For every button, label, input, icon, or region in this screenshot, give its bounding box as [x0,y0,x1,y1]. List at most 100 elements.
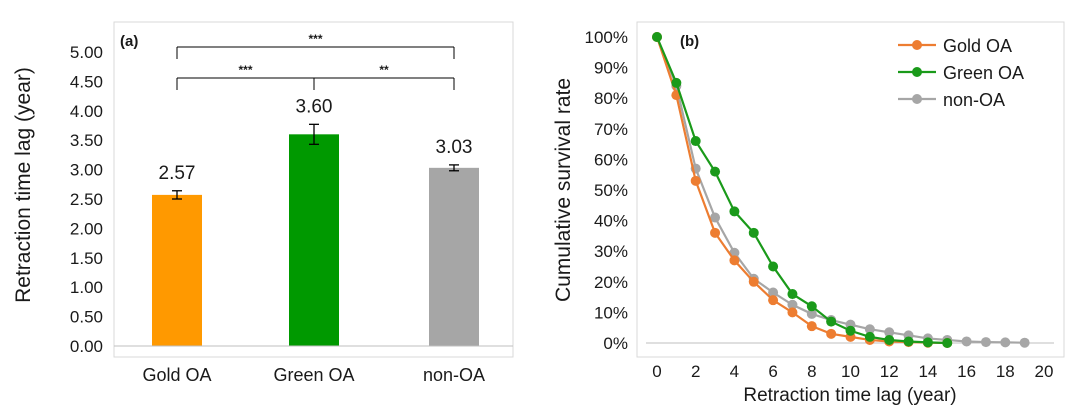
significance-label: *** [308,32,322,46]
panel-a-x-tick-label: non-OA [423,365,485,385]
panel-a-y-tick-label: 0.00 [70,337,103,356]
panel-b-y-tick-label: 0% [603,334,628,353]
panel-b-series-line [655,36,948,345]
panel-b-data-point [729,206,740,217]
panel-b-data-point [980,337,991,348]
panel-a-y-tick-label: 5.00 [70,43,103,62]
panel-b-x-tick-label: 2 [691,362,700,381]
panel-a-bar-chart: (a) 0.00 0.50 1.00 1.50 2.00 2.50 3.00 3.50 4.00… [12,21,514,385]
panel-a-y-axis-title: Retraction time lag (year) [12,67,35,303]
panel-a-y-tick-label: 0.50 [70,308,103,327]
panel-b-data-point [690,175,701,186]
panel-a-label: (a) [120,33,138,50]
legend-entry-label: non-OA [943,90,1005,110]
panel-a-significance-brackets: ****** ** [176,32,455,90]
panel-b-data-point [826,316,837,327]
panel-b-data-point [710,166,721,177]
panel-b-data-point [768,287,779,298]
panel-a-y-ticks: 0.00 0.50 1.00 1.50 2.00 2.50 3.00 3.50 4.00 4.50… [70,43,103,356]
panel-a-bar [429,167,479,346]
panel-b-data-point [884,327,895,338]
panel-b-series-line [655,36,948,345]
panel-b-data-point [768,295,779,306]
panel-b-data-point [690,136,701,147]
panel-b-data-point [748,276,759,287]
panel-b-data-point [710,227,721,238]
panel-b-data-point [1019,337,1030,348]
panel-a-bar [289,134,339,346]
panel-a-bar [152,194,202,346]
legend-entry-label: Green OA [943,63,1024,83]
panel-a-y-tick-label: 3.00 [70,161,103,180]
panel-a-y-tick-label: 1.00 [70,278,103,297]
panel-b-x-tick-label: 20 [1035,362,1054,381]
panel-b-y-tick-label: 50% [594,181,628,200]
panel-b-y-axis-title: Cumulative survival rate [552,78,575,302]
panel-b-data-point [961,336,972,347]
panel-b-data-point [806,301,817,312]
panel-b-x-tick-label: 8 [807,362,816,381]
significance-label: ** [379,63,389,77]
significance-label: *** [238,63,252,77]
panel-a-y-tick-label: 2.00 [70,219,103,238]
panel-b-y-tick-label: 20% [594,273,628,292]
panel-a-y-tick-label: 3.50 [70,131,103,150]
panel-a-y-tick-label: 4.50 [70,72,103,91]
panel-b-x-tick-label: 6 [768,362,777,381]
panel-b-data-point [787,289,798,300]
panel-b-y-tick-label: 90% [594,59,628,78]
panel-a-data-label: 2.57 [159,163,196,184]
panel-b-data-point [864,324,875,335]
panel-b-data-point [864,331,875,342]
panel-b-x-axis-title: Retraction time lag (year) [743,385,956,406]
panel-a-plot-frame [113,21,514,358]
panel-b-y-tick-label: 40% [594,212,628,231]
panel-b-plot-frame [636,21,1065,358]
panel-b-x-tick-label: 10 [841,362,860,381]
panel-a-data-label: 3.60 [296,96,333,117]
panel-a-x-tick-label: Green OA [273,365,354,385]
panel-b-data-point [710,212,721,223]
panel-b-data-point [845,325,856,336]
panel-b-line-chart: (b) 0% 10% 20% 30% 40% 50% 60% 70% 80% 90% 100% 0 2 4… [552,21,1065,406]
panel-a-y-tick-label: 1.50 [70,249,103,268]
panel-b-data-point [787,307,798,318]
panel-b-data-point [884,334,895,345]
panel-b-data-point [826,328,837,339]
panel-b-y-tick-label: 70% [594,120,628,139]
panel-b-x-tick-label: 12 [880,362,899,381]
panel-b-x-tick-label: 16 [957,362,976,381]
panel-b-data-point [768,261,779,272]
panel-b-data-point [748,227,759,238]
panel-b-y-tick-label: 100% [585,28,628,47]
panel-b-x-tick-label: 0 [652,362,661,381]
legend-swatch-marker [912,67,922,77]
panel-b-data-point [652,32,662,42]
panel-b-x-tick-label: 14 [918,362,937,381]
legend-swatch-marker [912,94,922,104]
panel-b-data-point [806,308,817,319]
panel-b-data-point [671,77,682,88]
panel-b-label: (b) [680,33,699,50]
panel-b-y-tick-label: 10% [594,303,628,322]
panel-b-data-point [903,336,914,347]
panel-b-x-tick-label: 4 [730,362,739,381]
panel-b-y-tick-label: 80% [594,89,628,108]
panel-b-y-tick-label: 60% [594,150,628,169]
panel-b-x-tick-label: 18 [996,362,1015,381]
panel-b-series [652,32,1030,348]
panel-b-y-tick-label: 30% [594,242,628,261]
panel-b-data-point [806,321,817,332]
panel-b-data-point [729,255,740,266]
panel-a-bars: 2.57 Gold OA 3.60 Green OA 3.03 non-OA [114,96,513,385]
panel-a-data-label: 3.03 [436,137,473,158]
panel-b-data-point [787,299,798,310]
panel-a-y-tick-label: 2.50 [70,190,103,209]
panel-b-data-point [1000,337,1011,348]
panel-b-axes: 0% 10% 20% 30% 40% 50% 60% 70% 80% 90% 100% 0 2 4 6 8 10… [585,28,1054,381]
legend-swatch-marker [912,40,922,50]
legend-entry-label: Gold OA [943,36,1012,56]
panel-a-y-tick-label: 4.00 [70,102,103,121]
panel-a-x-tick-label: Gold OA [142,365,211,385]
